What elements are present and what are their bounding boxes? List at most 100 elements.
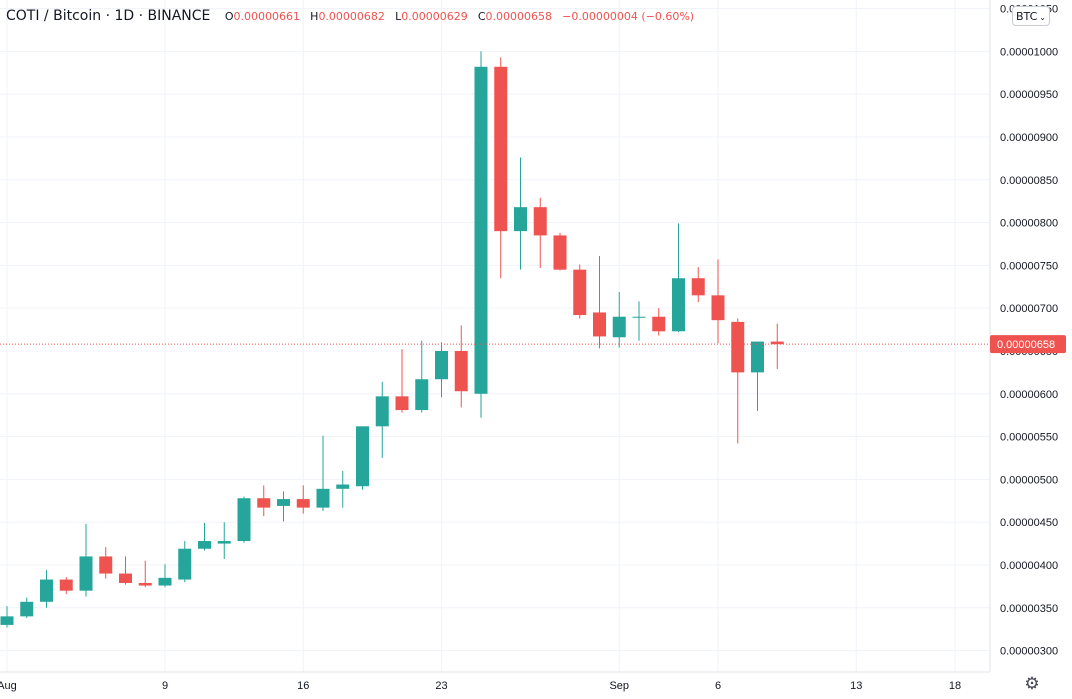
y-tick-label: 0.00000750 (1000, 260, 1058, 272)
candle (0, 606, 14, 628)
candle-body (533, 207, 547, 236)
x-tick-label: 9 (162, 680, 168, 692)
time-axis: Aug 9 16 23 Sep 6 13 18 (0, 680, 961, 692)
candle-body (59, 579, 73, 591)
candle-body (395, 396, 409, 411)
x-tick-label: 23 (435, 680, 447, 692)
candle (119, 556, 132, 585)
exchange-sep: · (138, 8, 144, 24)
high-value: 0.00000682 (318, 10, 385, 23)
candle-body (158, 577, 172, 586)
y-tick-label: 0.00000550 (1000, 432, 1058, 444)
price-axis: 0.00000300 0.00000350 0.00000400 0.00000450… (1000, 4, 1058, 658)
candle-body (593, 312, 606, 337)
candle-body (632, 316, 646, 318)
current-price-label: 0.00000658 (997, 339, 1055, 351)
candle (731, 318, 745, 444)
candle-body (336, 484, 350, 489)
candle (178, 541, 192, 583)
candle-body (514, 207, 527, 232)
candle (59, 576, 73, 595)
candle-body (652, 316, 666, 332)
candle-body (731, 321, 745, 373)
y-tick-label: 0.00000400 (1000, 560, 1058, 572)
currency-button[interactable]: BTC ⌄ (1012, 6, 1050, 26)
x-tick-label: Aug (0, 680, 17, 692)
candle (99, 547, 113, 579)
x-tick-label: 6 (715, 680, 721, 692)
candle (257, 485, 271, 517)
candle (593, 255, 606, 349)
high-label: H (310, 10, 319, 23)
candle (711, 259, 725, 344)
candle (691, 267, 705, 303)
y-tick-label: 0.00000800 (1000, 218, 1058, 230)
gear-icon[interactable]: ⚙ (1024, 674, 1040, 693)
close-value: 0.00000658 (485, 10, 552, 23)
y-tick-label: 0.00000600 (1000, 389, 1058, 401)
y-tick-label: 0.00000950 (1000, 89, 1058, 101)
candle (514, 157, 527, 270)
candle (158, 564, 172, 588)
y-tick-label: 0.00000450 (1000, 517, 1058, 529)
symbol-title[interactable]: COTI / Bitcoin · 1D · BINANCE (6, 8, 215, 24)
candle (454, 325, 468, 408)
candle-body (751, 341, 764, 373)
candle (751, 341, 764, 411)
candle-body (573, 269, 587, 316)
candle-body (711, 295, 725, 321)
candle (415, 340, 429, 413)
candle (573, 264, 587, 319)
y-tick-label: 0.00000700 (1000, 303, 1058, 315)
candle (316, 435, 330, 512)
candle-body (198, 541, 211, 549)
exchange: BINANCE (147, 8, 211, 24)
low-label: L (395, 10, 402, 23)
candle (217, 522, 231, 560)
candle (474, 51, 488, 418)
candle-body (435, 350, 448, 380)
candle (40, 570, 53, 608)
candle (672, 223, 685, 333)
open-label: O (224, 10, 234, 23)
candles (0, 51, 784, 628)
candle-body (119, 573, 132, 583)
candle (553, 232, 567, 271)
candle (612, 291, 626, 348)
candle (652, 308, 666, 336)
candle (375, 381, 389, 458)
close-label: C (477, 10, 486, 23)
candle-body (672, 278, 685, 332)
last-price-line: 0.00000658 (0, 335, 1066, 354)
candle-body (375, 396, 389, 427)
x-tick-label: 16 (297, 680, 309, 692)
candle (533, 197, 547, 268)
candle-body (415, 379, 429, 411)
candle (277, 491, 290, 522)
candle-body (257, 498, 271, 508)
candle-body (99, 556, 113, 574)
candle-body (494, 66, 508, 232)
candle (395, 349, 409, 413)
candle (79, 523, 93, 597)
candle (770, 323, 784, 369)
y-tick-label: 0.00001000 (1000, 46, 1058, 58)
x-tick-label: 18 (949, 680, 961, 692)
candle (336, 470, 350, 508)
y-tick-label: 0.00000350 (1000, 603, 1058, 615)
candle (237, 496, 251, 543)
candle-body (277, 499, 290, 506)
candle (435, 342, 448, 398)
candle-body (79, 556, 93, 591)
candle (138, 560, 152, 588)
y-tick-label: 0.00000900 (1000, 132, 1058, 144)
candle-body (553, 235, 567, 270)
x-tick-label: Sep (609, 680, 629, 692)
candle-body (316, 488, 330, 508)
currency-label: BTC (1015, 10, 1038, 23)
candle-body (237, 498, 251, 542)
chart-legend: COTI / Bitcoin · 1D · BINANCE O0.0000066… (6, 8, 694, 24)
candle (20, 597, 34, 619)
candle (494, 57, 508, 279)
